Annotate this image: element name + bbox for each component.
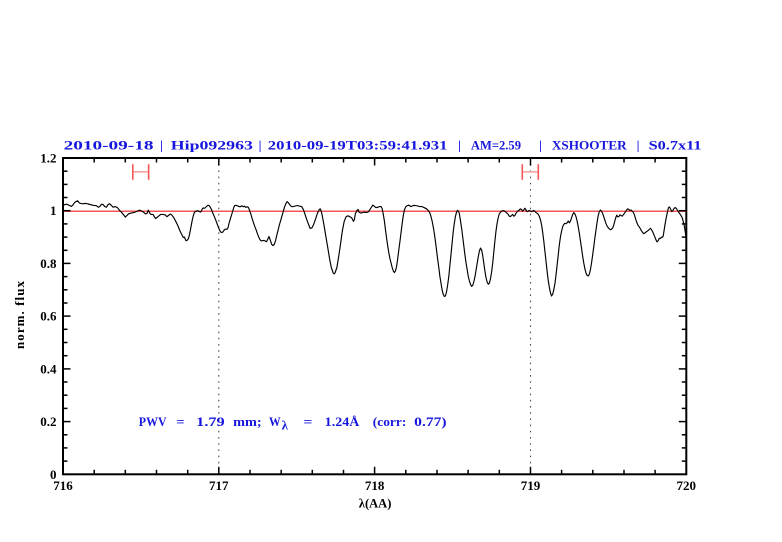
svg-text:=: = [176, 414, 185, 429]
svg-text:XSHOOTER: XSHOOTER [552, 137, 627, 152]
svg-text:|: | [637, 137, 640, 152]
svg-text:λ: λ [282, 418, 289, 433]
svg-text:716: 716 [53, 478, 73, 493]
svg-text:2010-09-18: 2010-09-18 [64, 137, 155, 152]
svg-text:|: | [160, 137, 163, 152]
svg-text:|: | [458, 137, 461, 152]
svg-text:1.2: 1.2 [40, 151, 56, 166]
svg-text:1: 1 [50, 203, 57, 218]
svg-text:=: = [303, 414, 312, 429]
svg-text:0.77): 0.77) [414, 414, 446, 429]
svg-text:0.2: 0.2 [40, 414, 56, 429]
svg-text:|: | [259, 137, 262, 152]
svg-text:0: 0 [50, 467, 57, 482]
svg-text:norm. flux: norm. flux [12, 281, 27, 350]
svg-text:0.8: 0.8 [40, 256, 57, 271]
svg-text:AM=2.59: AM=2.59 [471, 137, 522, 152]
svg-text:1.79: 1.79 [196, 414, 225, 429]
svg-text:719: 719 [521, 478, 541, 493]
svg-text:0.4: 0.4 [40, 361, 57, 376]
svg-text:718: 718 [365, 478, 385, 493]
svg-text:λ(AA): λ(AA) [359, 496, 392, 511]
svg-text:W: W [269, 414, 281, 429]
svg-text:S0.7x11: S0.7x11 [649, 137, 702, 152]
svg-text:PWV: PWV [139, 414, 167, 429]
svg-text:720: 720 [677, 478, 697, 493]
svg-text:(corr:: (corr: [373, 414, 407, 429]
svg-text:717: 717 [209, 478, 229, 493]
svg-text:Hip092963: Hip092963 [171, 137, 254, 152]
svg-text:1.24Å: 1.24Å [325, 414, 360, 429]
svg-text:mm;: mm; [233, 414, 262, 429]
svg-text:0.6: 0.6 [40, 309, 57, 324]
svg-text:2010-09-19T03:59:41.931: 2010-09-19T03:59:41.931 [268, 137, 448, 152]
svg-text:|: | [539, 137, 542, 152]
